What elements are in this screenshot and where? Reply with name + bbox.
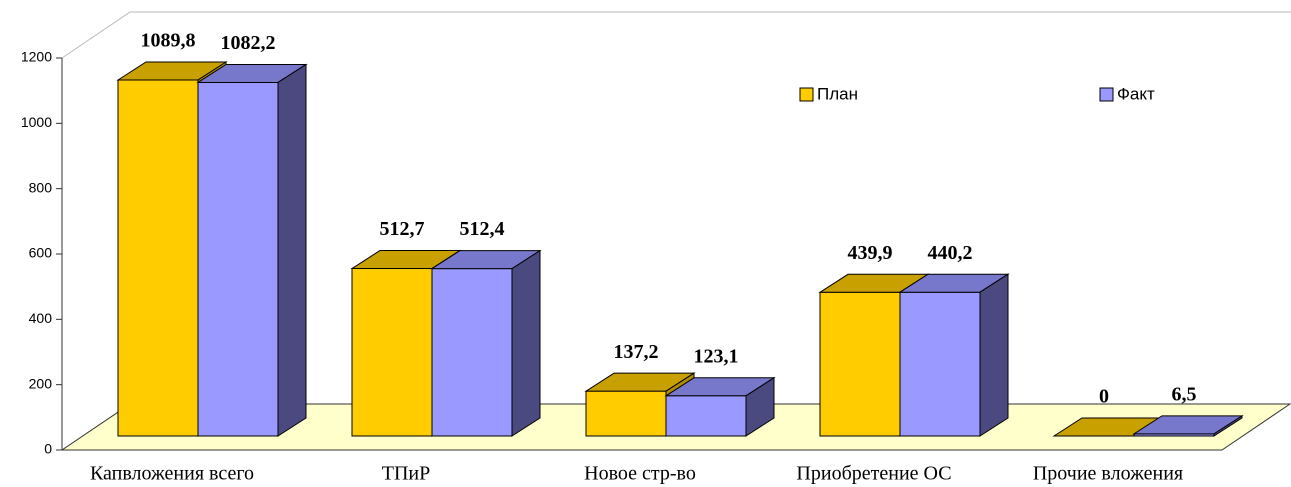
y-tick-label: 400 [29,310,53,326]
bar-front [197,81,279,437]
y-tick-label: 1000 [21,114,52,130]
bar-side [277,63,307,437]
bar-front [819,291,901,437]
bar-side [979,273,1009,437]
y-tick-label: 0 [44,441,52,457]
y-tick-label: 200 [29,375,53,391]
bar-side [745,376,775,437]
bar [430,249,542,437]
value-label: 512,7 [380,218,425,240]
legend-label: Факт [1117,84,1155,103]
x-tick-label: ТПиР [382,463,431,485]
value-label: 1082,2 [221,32,276,54]
legend-swatch [799,87,814,102]
y-tick-label: 600 [29,245,53,261]
value-label: 439,9 [848,242,893,264]
x-tick-label: Капвложения всего [90,463,254,485]
bar-front [351,268,433,437]
value-label: 123,1 [694,345,739,367]
bar [664,376,776,437]
bar [196,63,308,437]
bar-front [665,395,747,437]
value-label: 6,5 [1172,383,1197,405]
bar [1132,414,1244,437]
value-label: 137,2 [614,341,659,363]
bar-front [431,268,513,437]
value-label: 0 [1099,386,1109,408]
bar-front [117,79,199,437]
y-tick-label: 800 [29,179,53,195]
x-tick-label: Новое стр-во [584,463,696,485]
value-label: 440,2 [928,242,973,264]
value-label: 1089,8 [141,30,196,52]
legend-label: План [817,84,858,103]
value-label: 512,4 [460,218,505,240]
legend-box [740,70,1090,145]
bar-front [585,390,667,437]
legend-swatch [1099,87,1114,102]
bar-side [1213,414,1243,437]
x-tick-label: Прочие вложения [1033,463,1183,485]
bar-side [511,249,541,437]
x-tick-label: Приобретение ОС [796,463,951,485]
y-tick-label: 1200 [21,49,52,65]
back-wall [61,11,1291,59]
bar-front [899,291,981,437]
bar [898,273,1010,437]
